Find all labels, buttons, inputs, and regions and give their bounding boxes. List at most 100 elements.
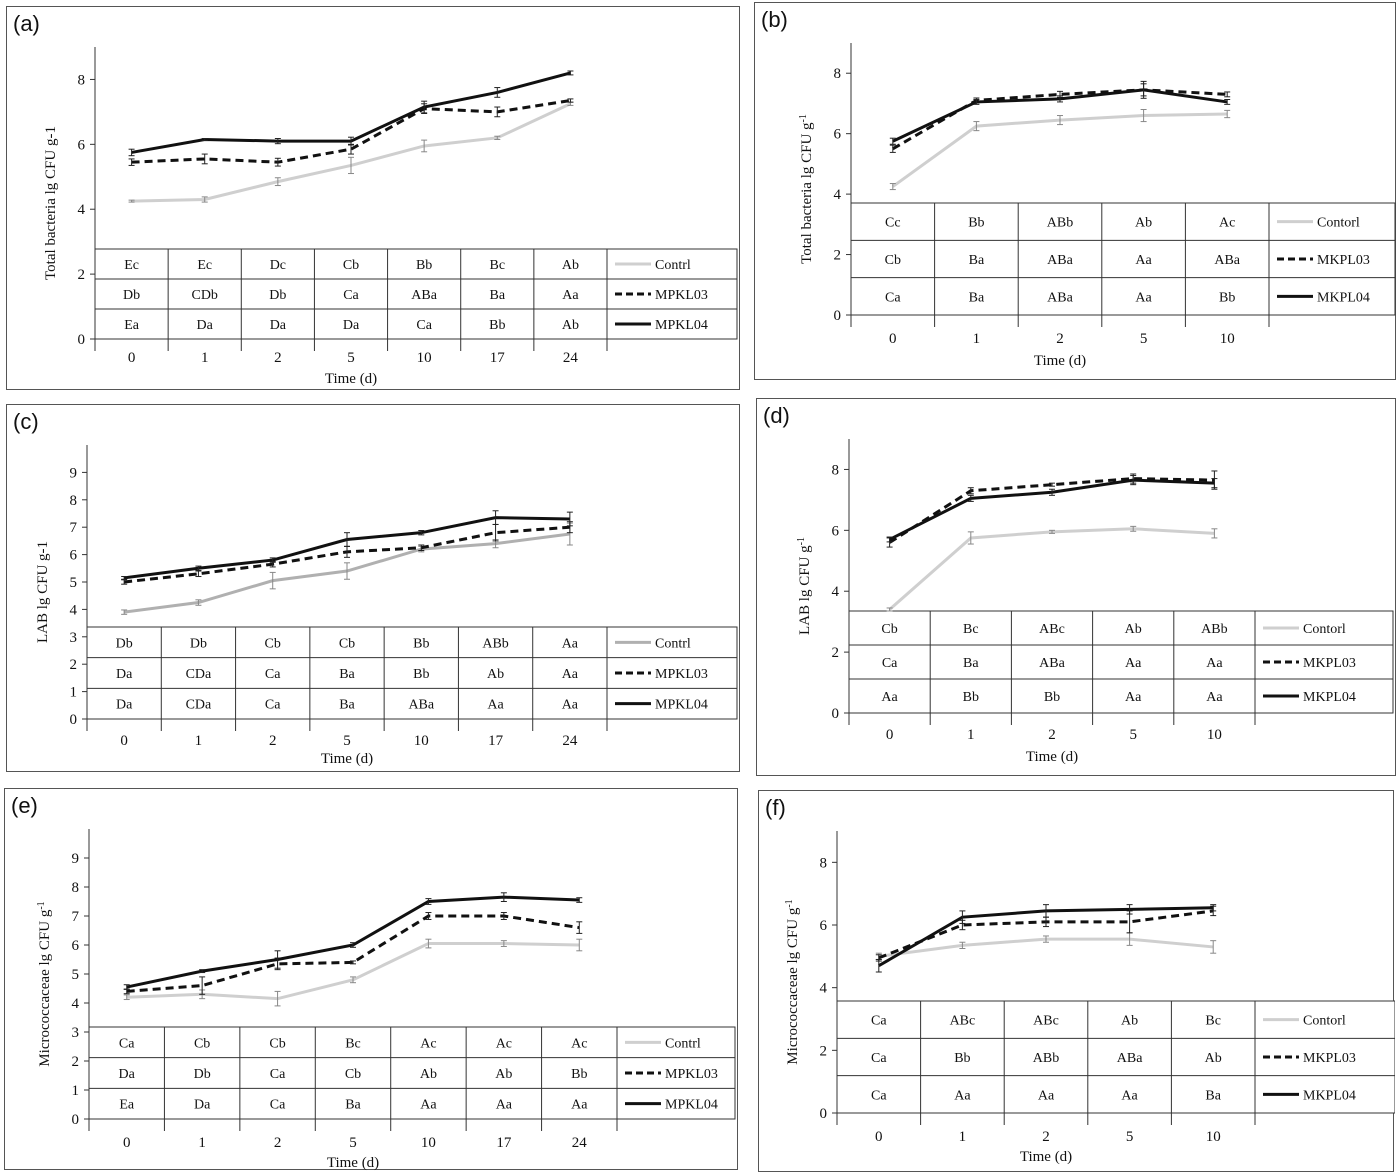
x-tick-label: 2 bbox=[269, 733, 277, 749]
x-tick-label: 2 bbox=[274, 1135, 282, 1151]
y-tick-label: 0 bbox=[820, 1106, 828, 1122]
x-axis-label: Time (d) bbox=[325, 371, 377, 387]
legend-label: MKPL04 bbox=[1303, 690, 1356, 705]
chart-svg: 0 2 4 6 8 Micrococcaceae lg CFU g-1 Ca ABc ABc Ab… bbox=[784, 831, 1395, 1165]
table-cell: Ca bbox=[885, 290, 901, 305]
table-cell: Aa bbox=[1125, 656, 1142, 671]
y-tick-label: 0 bbox=[78, 332, 86, 348]
legend-label: Contrl bbox=[655, 636, 691, 651]
y-tick-label: 4 bbox=[70, 602, 78, 618]
series-line bbox=[888, 527, 1215, 611]
x-tick-label: 24 bbox=[572, 1135, 588, 1151]
y-tick-label: 8 bbox=[72, 880, 80, 896]
table-cell: Ab bbox=[495, 1067, 512, 1082]
x-tick-label: 1 bbox=[973, 331, 981, 347]
chart-svg: 0 1 2 3 4 5 6 7 8 9 Micrococcaceae lg CFU g-1 Ca Cb C… bbox=[36, 829, 736, 1171]
table-cell: Ca bbox=[270, 1098, 286, 1113]
table-cell: Bb bbox=[968, 216, 984, 231]
table-cell: Bb bbox=[1044, 690, 1060, 705]
legend-label: Contorl bbox=[1303, 1014, 1346, 1029]
legend-label: MPKL03 bbox=[655, 288, 708, 303]
table-cell: Bb bbox=[963, 690, 979, 705]
x-tick-label: 17 bbox=[490, 350, 506, 366]
table-cell: Bb bbox=[413, 667, 429, 682]
y-axis-label-superscript: -1 bbox=[796, 537, 807, 545]
legend-label: Contrl bbox=[665, 1036, 701, 1051]
table-cell: Ca bbox=[265, 667, 281, 682]
y-axis-label-superscript: -1 bbox=[784, 899, 795, 907]
table-cell: Da bbox=[270, 318, 287, 333]
panel-label: (b) bbox=[761, 7, 788, 32]
y-tick-label: 8 bbox=[834, 66, 842, 82]
table-cell: Ba bbox=[339, 667, 355, 682]
y-tick-label: 5 bbox=[72, 967, 80, 983]
table-cell: Ab bbox=[1121, 1014, 1138, 1029]
table-cell: Aa bbox=[496, 1098, 513, 1113]
y-tick-label: 6 bbox=[820, 918, 828, 934]
table-cell: ABa bbox=[1047, 253, 1073, 268]
x-tick-label: 24 bbox=[562, 733, 578, 749]
table-cell: Ab bbox=[420, 1067, 437, 1082]
table-cell: ABa bbox=[1117, 1051, 1143, 1066]
table-cell: Ec bbox=[197, 258, 212, 273]
table-cell: ABc bbox=[1033, 1014, 1059, 1029]
legend-label: MPKL04 bbox=[655, 698, 708, 713]
chart-svg: 0 1 2 3 4 5 6 7 8 9 LAB lg CFU g-1 Db Db Cb Cb Bb ABb Aa C… bbox=[35, 445, 738, 767]
table-cell: Ca bbox=[416, 318, 432, 333]
y-axis-label: LAB lg CFU g-1 bbox=[796, 537, 814, 635]
table-cell: CDa bbox=[186, 698, 212, 713]
x-tick-label: 5 bbox=[347, 350, 355, 366]
x-tick-label: 5 bbox=[1126, 1129, 1134, 1145]
table-cell: Ab bbox=[1135, 216, 1152, 231]
x-tick-label: 5 bbox=[349, 1135, 357, 1151]
x-tick-label: 24 bbox=[563, 350, 579, 366]
table-cell: Da bbox=[116, 698, 133, 713]
table-cell: ABa bbox=[1047, 290, 1073, 305]
table-cell: Aa bbox=[562, 667, 579, 682]
x-tick-label: 1 bbox=[195, 733, 203, 749]
x-tick-label: 10 bbox=[421, 1135, 436, 1151]
table-cell: Ea bbox=[124, 318, 140, 333]
y-tick-label: 2 bbox=[72, 1054, 80, 1070]
y-axis-label-superscript: -1 bbox=[798, 114, 809, 122]
table-cell: ABa bbox=[408, 698, 434, 713]
table-cell: ABb bbox=[1201, 622, 1227, 637]
table-cell: Ca bbox=[119, 1036, 135, 1051]
table-cell: Bc bbox=[963, 622, 979, 637]
y-tick-label: 1 bbox=[70, 685, 78, 701]
table-cell: Bb bbox=[489, 318, 505, 333]
table-cell: ABb bbox=[482, 636, 508, 651]
table-cell: Ca bbox=[871, 1051, 887, 1066]
table-cell: Cb bbox=[885, 253, 901, 268]
chart-panel-d: (d) 0 2 4 6 8 LAB lg CFU g-1 Cb Bc ABc Ab ABb Conto… bbox=[756, 398, 1396, 776]
y-tick-label: 2 bbox=[834, 248, 842, 264]
table-cell: Da bbox=[343, 318, 360, 333]
table-cell: Bc bbox=[345, 1036, 361, 1051]
y-tick-label: 4 bbox=[832, 584, 840, 600]
table-cell: Aa bbox=[562, 698, 579, 713]
table-cell: Ab bbox=[487, 667, 504, 682]
table-cell: Aa bbox=[954, 1088, 971, 1103]
legend-label: MPKL04 bbox=[665, 1098, 718, 1113]
table-cell: Ac bbox=[571, 1036, 587, 1051]
chart-panel-c: (c) 0 1 2 3 4 5 6 7 8 9 LAB lg CFU g-1 Db Db Cb Cb Bb AB… bbox=[6, 404, 740, 772]
table-cell: Ba bbox=[339, 698, 355, 713]
y-tick-label: 8 bbox=[820, 855, 828, 871]
x-tick-label: 0 bbox=[120, 733, 128, 749]
table-cell: Cb bbox=[269, 1036, 285, 1051]
x-tick-label: 10 bbox=[414, 733, 429, 749]
table-cell: Cb bbox=[881, 622, 897, 637]
table-cell: Db bbox=[116, 636, 133, 651]
y-tick-label: 2 bbox=[832, 645, 840, 661]
table-cell: Ab bbox=[562, 318, 579, 333]
table-cell: ABa bbox=[411, 288, 437, 303]
y-tick-label: 9 bbox=[70, 465, 78, 481]
x-tick-label: 17 bbox=[496, 1135, 512, 1151]
y-axis-label: Total bacteria lg CFU g-1 bbox=[43, 126, 59, 280]
y-tick-label: 0 bbox=[70, 712, 78, 728]
y-tick-label: 7 bbox=[72, 909, 80, 925]
table-cell: Da bbox=[194, 1098, 211, 1113]
legend-label: Contorl bbox=[1317, 216, 1360, 231]
panel-label: (e) bbox=[11, 793, 38, 818]
